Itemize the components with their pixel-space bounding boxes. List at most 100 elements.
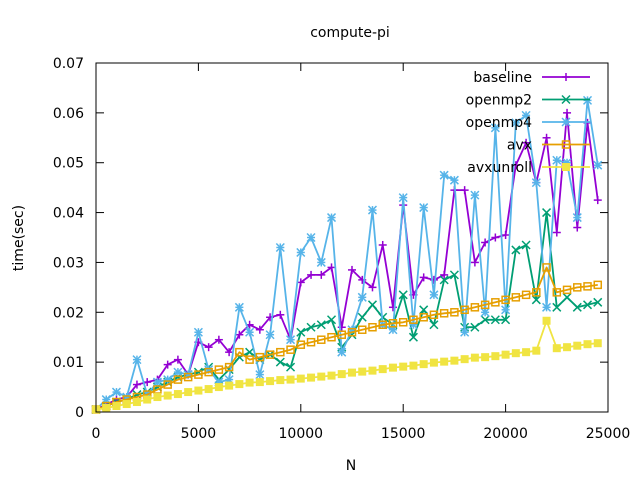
- data-point: [563, 108, 572, 117]
- data-point: [501, 350, 510, 359]
- data-point: [398, 318, 408, 327]
- data-point: [378, 320, 387, 329]
- data-point: [163, 360, 172, 369]
- data-point: [542, 302, 552, 312]
- data-point: [367, 205, 378, 215]
- data-point: [542, 133, 551, 142]
- data-point: [490, 315, 500, 325]
- axes: 0 5000 10000 15000 20000 25000 0 0.01 0.02 0.03 0.…: [53, 56, 630, 442]
- data-point: [348, 368, 356, 377]
- y-tick-label: 0: [75, 405, 84, 421]
- series-line: [95, 266, 598, 411]
- data-point: [593, 339, 602, 348]
- data-point: [235, 347, 244, 357]
- legend-label: baseline: [473, 70, 532, 86]
- data-point: [286, 335, 296, 345]
- data-point: [593, 280, 603, 290]
- data-point: [255, 378, 264, 387]
- data-point: [490, 123, 500, 133]
- y-axis-label: time(sec): [11, 205, 27, 271]
- data-point: [296, 340, 306, 349]
- legend-marker: [562, 163, 570, 171]
- data-point: [449, 175, 459, 185]
- data-point: [296, 374, 305, 383]
- legend-label: openmp2: [466, 93, 532, 109]
- data-point: [562, 285, 572, 295]
- data-point: [265, 350, 275, 359]
- data-point: [409, 361, 418, 370]
- data-point: [450, 308, 459, 317]
- data-point: [419, 305, 429, 315]
- data-point: [326, 315, 337, 325]
- data-point: [317, 372, 326, 381]
- chart-title: compute-pi: [310, 25, 390, 41]
- data-point: [255, 370, 265, 380]
- series-line: [95, 112, 599, 411]
- data-point: [460, 355, 469, 364]
- series-baseline: [92, 108, 602, 414]
- x-tick-label: 15000: [381, 426, 426, 442]
- data-point: [132, 398, 141, 407]
- x-tick-label: 5000: [181, 426, 217, 442]
- data-point: [440, 270, 449, 279]
- data-point: [173, 355, 182, 364]
- data-point: [204, 367, 213, 377]
- data-point: [408, 332, 418, 342]
- data-point: [173, 367, 183, 377]
- data-point: [255, 325, 264, 334]
- data-point: [214, 335, 223, 344]
- data-point: [143, 378, 152, 387]
- data-point: [460, 186, 469, 195]
- data-point: [531, 178, 541, 188]
- data-point: [491, 352, 500, 361]
- legend-entry-avxunroll: avxunroll: [467, 160, 590, 176]
- legend: baseline openmp2 openmp4 avx avxunroll: [466, 70, 590, 176]
- series-avxunroll: [92, 316, 602, 414]
- data-point: [327, 263, 336, 272]
- data-point: [573, 283, 582, 292]
- data-point: [152, 377, 162, 387]
- y-tick-label: 0.05: [53, 156, 84, 172]
- data-point: [245, 378, 254, 387]
- data-point: [276, 347, 285, 357]
- data-point: [276, 376, 285, 385]
- data-point: [439, 275, 449, 285]
- data-point: [542, 208, 552, 218]
- data-point: [399, 362, 408, 371]
- legend-label: avxunroll: [467, 160, 532, 176]
- data-point: [286, 345, 295, 354]
- data-point: [511, 245, 521, 255]
- data-point: [521, 290, 531, 300]
- data-point: [326, 213, 337, 223]
- data-point: [193, 327, 203, 337]
- y-tick-label: 0.07: [53, 56, 84, 72]
- data-point: [368, 283, 377, 292]
- data-point: [357, 292, 367, 302]
- data-point: [235, 380, 244, 389]
- x-tick-label: 20000: [483, 426, 528, 442]
- data-point: [357, 325, 367, 334]
- data-point: [532, 288, 541, 297]
- data-point: [102, 404, 111, 413]
- data-point: [470, 322, 480, 332]
- data-point: [470, 303, 480, 312]
- data-point: [440, 357, 449, 366]
- y-tick-label: 0.01: [53, 355, 84, 371]
- data-point: [481, 353, 490, 362]
- data-point: [367, 300, 378, 310]
- data-point: [501, 295, 510, 305]
- data-point: [245, 355, 254, 364]
- data-point: [358, 367, 367, 376]
- data-point: [439, 309, 449, 318]
- data-point: [327, 371, 336, 380]
- data-point: [317, 270, 326, 279]
- y-tick-label: 0.02: [53, 305, 84, 321]
- data-point: [573, 341, 582, 350]
- data-point: [593, 196, 602, 205]
- series-openmp2: [91, 208, 603, 415]
- data-point: [470, 353, 479, 362]
- data-point: [348, 265, 356, 274]
- data-point: [429, 290, 439, 300]
- data-point: [439, 170, 449, 180]
